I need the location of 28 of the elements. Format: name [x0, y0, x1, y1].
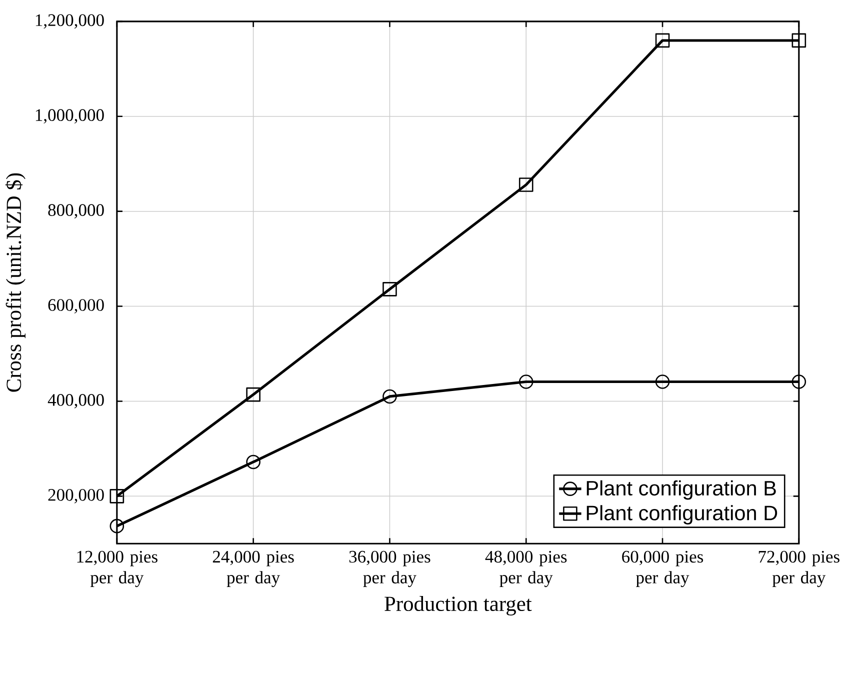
- point: [655, 374, 670, 389]
- point: [110, 518, 124, 534]
- x-tick-label: 60,000 pies per day: [622, 550, 704, 587]
- x-tick-label: 24,000 pies per day: [212, 550, 294, 587]
- x-tick-label: 36,000 pies per day: [349, 550, 430, 587]
- point: [246, 454, 260, 470]
- y-tick-label: 1,200,000: [36, 14, 104, 29]
- point: [655, 33, 670, 48]
- y-tick-label: 1,000,000: [36, 109, 104, 124]
- y-tick-label: 400,000: [48, 394, 104, 408]
- point: [792, 33, 806, 48]
- y-tick-label: 200,000: [48, 488, 104, 504]
- point: [110, 488, 124, 504]
- x-axis-title: Production target: [384, 596, 532, 616]
- point: [518, 178, 534, 192]
- y-tick-label: 800,000: [48, 204, 104, 218]
- x-tick-label: 72,000 pies per day: [758, 550, 840, 587]
- point: [382, 389, 397, 404]
- point: [382, 282, 397, 296]
- x-tick-label: 12,000 pies per day: [77, 550, 158, 587]
- y-axis-title: Cross profit (unit.NZD $): [5, 173, 26, 392]
- point: [246, 387, 260, 402]
- x-tick-label: 48,000 pies per day: [485, 550, 567, 587]
- point: [792, 374, 806, 389]
- y-tick-label: 600,000: [48, 299, 104, 314]
- legend-label: Plant configuration B: [586, 480, 776, 500]
- legend-label: Plant configuration D: [586, 505, 778, 524]
- point: [518, 374, 534, 389]
